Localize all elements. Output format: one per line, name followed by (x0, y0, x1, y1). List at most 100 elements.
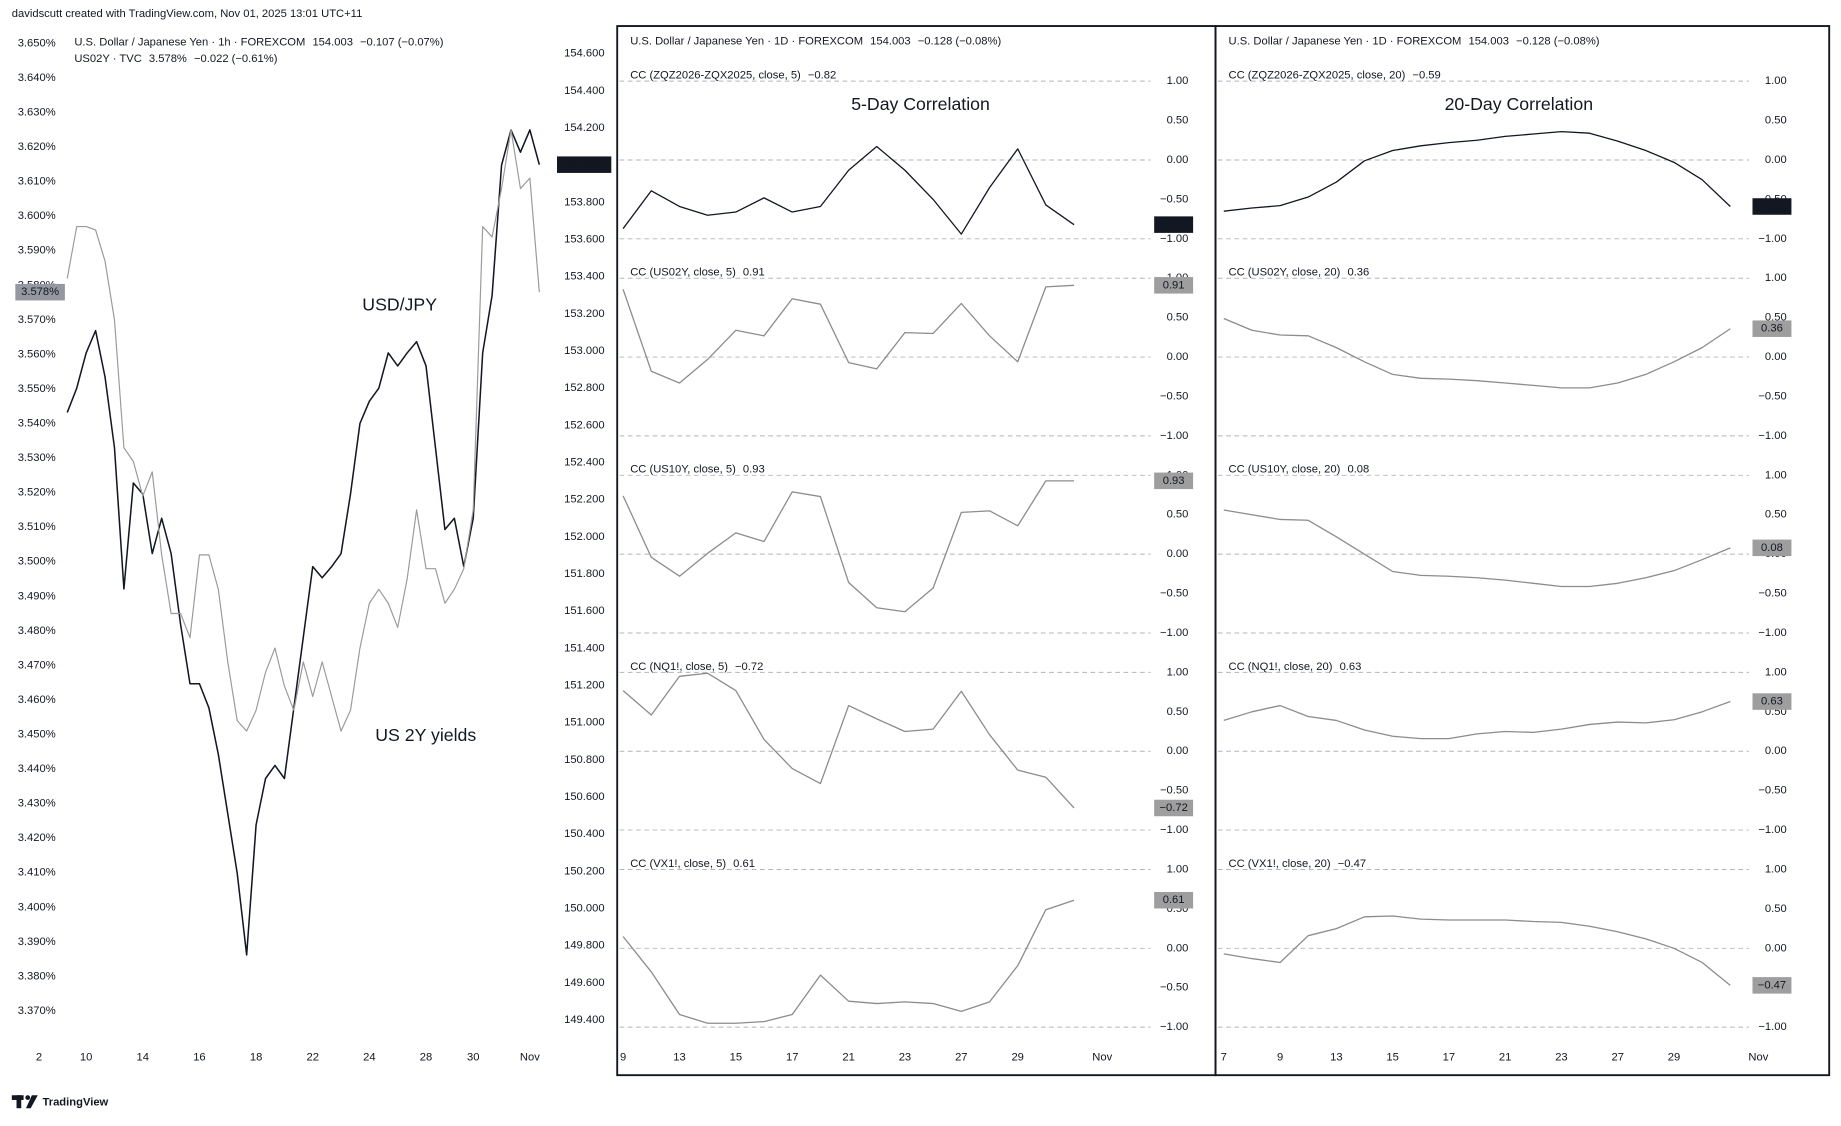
correlation-line (622, 480, 1075, 613)
price-label: 3.578% (21, 286, 59, 298)
y-tick-label: 3.440% (18, 763, 56, 775)
price-label-box (15, 283, 65, 301)
x-tick-label: 22 (306, 1051, 318, 1063)
correlation-line (1223, 317, 1731, 389)
legend-name: CC (NQ1!, close, 5) (630, 661, 728, 673)
correlation-line (1223, 915, 1731, 986)
y-tick-label: 3.420% (18, 832, 56, 844)
y-tick-label: 0.00 (1167, 548, 1189, 560)
logo-icon (11, 1095, 38, 1109)
legend-name: CC (US10Y, close, 20) (1229, 464, 1341, 476)
x-tick-label: 29 (1011, 1051, 1023, 1063)
legend-name: CC (NQ1!, close, 20) (1229, 661, 1333, 673)
logo-stem (16, 1095, 22, 1109)
y-tick-label: 3.540% (18, 417, 56, 429)
legend-value: 0.63 (1340, 661, 1362, 673)
price-line (66, 129, 540, 732)
y2-tick-label: 154.600 (564, 48, 605, 60)
y-tick-label: 1.00 (1765, 863, 1787, 875)
x-tick-label: 23 (1555, 1051, 1567, 1063)
y-tick-label: 1.00 (1765, 469, 1787, 481)
legend-value: 0.93 (743, 464, 765, 476)
annotation: US 2Y yields (375, 725, 476, 745)
legend-name: CC (ZQZ2026-ZQX2025, close, 20) (1229, 70, 1406, 82)
y-tick-label: 3.610% (18, 176, 56, 188)
y-tick-label: 3.530% (18, 452, 56, 464)
y-tick-label: −1.00 (1758, 430, 1786, 442)
x-tick-label: 14 (137, 1051, 149, 1063)
legend-value: 154.003 (312, 37, 353, 49)
last-value-label: −0.72 (1159, 802, 1187, 814)
x-tick-label: 24 (363, 1051, 375, 1063)
last-value-label: 0.93 (1163, 475, 1185, 487)
symbol-change: −0.128 (−0.08%) (918, 35, 1002, 47)
last-value-box (1154, 799, 1194, 817)
y-tick-label: 3.380% (18, 970, 56, 982)
last-value-box (1752, 198, 1792, 215)
y-tick-label: 3.650% (18, 37, 56, 49)
y-tick-label: 3.560% (18, 348, 56, 360)
last-value-label: 0.63 (1761, 696, 1783, 708)
last-value-box (1752, 539, 1792, 557)
chart-title: 5-Day Correlation (851, 94, 990, 114)
y-tick-label: 3.460% (18, 694, 56, 706)
y-tick-label: 0.50 (1167, 312, 1189, 324)
y2-tick-label: 153.800 (564, 196, 605, 208)
legend-value: −0.72 (735, 661, 763, 673)
last-value-box (1154, 277, 1194, 294)
y-tick-label: 3.510% (18, 521, 56, 533)
y2-tick-label: 151.600 (564, 605, 605, 617)
last-value-box (1752, 977, 1792, 994)
y-tick-label: 3.600% (18, 210, 56, 222)
x-tick-label: 27 (955, 1051, 967, 1063)
symbol-change: −0.128 (−0.08%) (1516, 35, 1600, 47)
y2-tick-label: 151.000 (564, 717, 605, 729)
y-tick-label: −0.50 (1160, 785, 1188, 797)
legend-value: −0.47 (1338, 858, 1366, 870)
y-tick-label: 3.500% (18, 556, 56, 568)
logo-dot (25, 1095, 31, 1100)
y-tick-label: 0.00 (1765, 154, 1787, 166)
y2-tick-label: 152.200 (564, 494, 605, 506)
x-tick-label: 28 (420, 1051, 432, 1063)
y-tick-label: 3.520% (18, 487, 56, 499)
x-tick-label: 2 (36, 1051, 42, 1063)
y2-tick-label: 150.400 (564, 828, 605, 840)
panel-border (1214, 25, 1831, 1077)
legend-name: CC (ZQZ2026-ZQX2025, close, 5) (630, 70, 801, 82)
y-tick-label: −1.00 (1758, 1021, 1786, 1033)
y-tick-label: 3.470% (18, 659, 56, 671)
y-tick-label: 1.00 (1167, 666, 1189, 678)
correlation-line (1223, 509, 1731, 588)
last-value-label: 0.08 (1761, 542, 1783, 554)
page-header: davidscutt created with TradingView.com,… (12, 8, 363, 20)
y-tick-label: −0.50 (1758, 785, 1786, 797)
y-tick-label: 3.410% (18, 867, 56, 879)
legend-name: CC (VX1!, close, 20) (1229, 858, 1331, 870)
y2-tick-label: 151.800 (564, 568, 605, 580)
y2-tick-label: 153.200 (564, 308, 605, 320)
x-tick-label: 21 (842, 1051, 854, 1063)
y-tick-label: 0.50 (1765, 509, 1787, 521)
last-value-label: −0.59 (1758, 200, 1786, 212)
y-tick-label: 3.570% (18, 314, 56, 326)
logo-text: TradingView (42, 1096, 108, 1108)
x-tick-label: 21 (1499, 1051, 1511, 1063)
y-tick-label: −1.00 (1160, 627, 1188, 639)
y2-tick-label: 151.200 (564, 680, 605, 692)
legend-value: −0.59 (1412, 70, 1440, 82)
symbol-name: U.S. Dollar / Japanese Yen · 1D · FOREXC… (630, 35, 863, 47)
y-tick-label: 0.00 (1167, 745, 1189, 757)
y2-tick-label: 151.400 (564, 642, 605, 654)
symbol-value: 154.003 (1468, 35, 1509, 47)
last-value-box (1752, 320, 1792, 337)
y2-tick-label: 150.200 (564, 865, 605, 877)
correlation-line (622, 899, 1075, 1024)
y-tick-label: −0.50 (1160, 588, 1188, 600)
last-value-label: 0.36 (1761, 323, 1783, 335)
y-tick-label: 3.450% (18, 728, 56, 740)
price-label-box (557, 156, 612, 173)
y-tick-label: −1.00 (1160, 1021, 1188, 1033)
y2-tick-label: 153.600 (564, 234, 605, 246)
y-tick-label: 3.370% (18, 1005, 56, 1017)
